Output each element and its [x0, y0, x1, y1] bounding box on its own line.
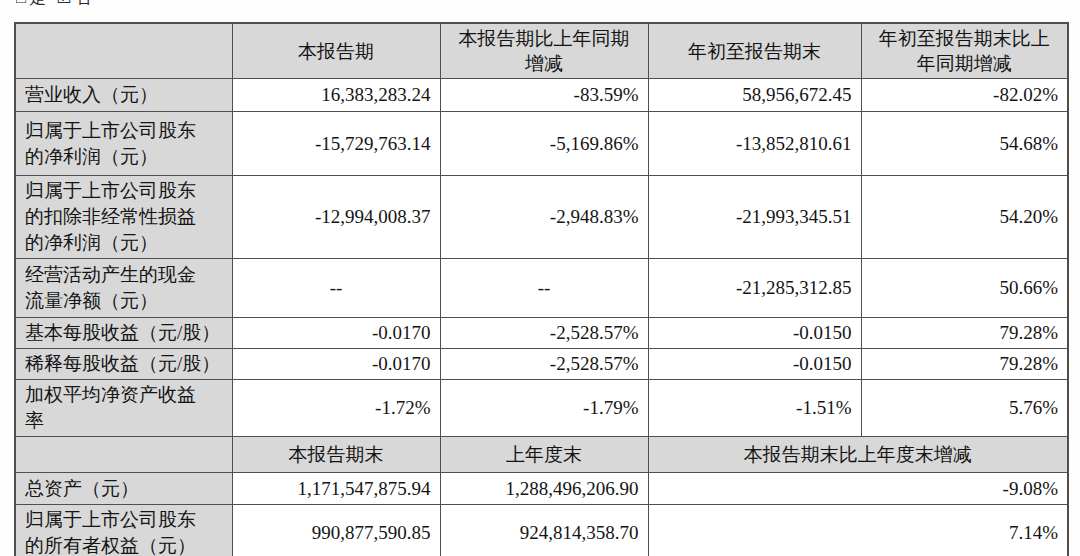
cell-ytd: -0.0150 — [648, 318, 861, 349]
row-label: 加权平均净资产收益 率 — [15, 380, 232, 437]
cell-ytd: -1.51% — [648, 380, 861, 437]
row-label: 营业收入（元） — [15, 79, 232, 112]
cell-current: -0.0170 — [232, 318, 440, 349]
cell-prev-year-end: 924,814,358.70 — [440, 505, 648, 556]
cell-current: -- — [232, 259, 440, 318]
cell-ytd: -21,993,345.51 — [648, 176, 861, 259]
table-row-net-profit-excl-nonrecurring: 归属于上市公司股东 的扣除非经常性损益 的净利润（元） -12,994,008.… — [15, 176, 1068, 259]
table-row-weighted-avg-roe: 加权平均净资产收益 率 -1.72% -1.79% -1.51% 5.76% — [15, 380, 1068, 437]
row-label: 总资产（元） — [15, 473, 232, 505]
cell-current: -15,729,763.14 — [232, 112, 440, 176]
cell-change: -9.08% — [648, 473, 1068, 505]
table-row-diluted-eps: 稀释每股收益（元/股） -0.0170 -2,528.57% -0.0150 7… — [15, 349, 1068, 380]
cell-ytd: -0.0150 — [648, 349, 861, 380]
cell-ytd-yoy: 50.66% — [861, 259, 1068, 318]
report-page: □是 ☑否 本报告期 本报告期比上年同期 增减 年初至报告期末 年初至报告期末比… — [0, 0, 1080, 556]
header-current-period: 本报告期 — [232, 23, 440, 79]
row-label: 稀释每股收益（元/股） — [15, 349, 232, 380]
row-label: 归属于上市公司股东 的净利润（元） — [15, 112, 232, 176]
financial-summary-table: 本报告期 本报告期比上年同期 增减 年初至报告期末 年初至报告期末比上 年同期增… — [14, 22, 1069, 556]
table-row-total-assets: 总资产（元） 1,171,547,875.94 1,288,496,206.90… — [15, 473, 1068, 505]
subheader-prev-year-end: 上年度末 — [440, 437, 648, 473]
cell-period-end: 990,877,590.85 — [232, 505, 440, 556]
table-row-owners-equity: 归属于上市公司股东 的所有者权益（元） 990,877,590.85 924,8… — [15, 505, 1068, 556]
cell-period-end: 1,171,547,875.94 — [232, 473, 440, 505]
row-label: 经营活动产生的现金 流量净额（元） — [15, 259, 232, 318]
row-label: 归属于上市公司股东 的所有者权益（元） — [15, 505, 232, 556]
subheader-corner-cell — [15, 437, 232, 473]
cell-ytd-yoy: 54.68% — [861, 112, 1068, 176]
table-header-row: 本报告期 本报告期比上年同期 增减 年初至报告期末 年初至报告期末比上 年同期增… — [15, 23, 1068, 79]
cell-yoy: -- — [440, 259, 648, 318]
row-label: 基本每股收益（元/股） — [15, 318, 232, 349]
table-row-basic-eps: 基本每股收益（元/股） -0.0170 -2,528.57% -0.0150 7… — [15, 318, 1068, 349]
subheader-change-vs-prev-year-end: 本报告期末比上年度末增减 — [648, 437, 1068, 473]
header-corner-cell — [15, 23, 232, 79]
cell-change: 7.14% — [648, 505, 1068, 556]
header-current-period-yoy: 本报告期比上年同期 增减 — [440, 23, 648, 79]
cell-yoy: -1.79% — [440, 380, 648, 437]
cell-current: -12,994,008.37 — [232, 176, 440, 259]
cell-ytd: 58,956,672.45 — [648, 79, 861, 112]
cell-prev-year-end: 1,288,496,206.90 — [440, 473, 648, 505]
cell-yoy: -5,169.86% — [440, 112, 648, 176]
cell-yoy: -83.59% — [440, 79, 648, 112]
clipped-checkbox-text-label: □是 ☑否 — [16, 0, 176, 6]
cell-ytd-yoy: 5.76% — [861, 380, 1068, 437]
row-label: 归属于上市公司股东 的扣除非经常性损益 的净利润（元） — [15, 176, 232, 259]
cell-ytd-yoy: 79.28% — [861, 349, 1068, 380]
cell-ytd-yoy: -82.02% — [861, 79, 1068, 112]
table-row-operating-cash-flow: 经营活动产生的现金 流量净额（元） -- -- -21,285,312.85 5… — [15, 259, 1068, 318]
table-subheader-row: 本报告期末 上年度末 本报告期末比上年度末增减 — [15, 437, 1068, 473]
header-ytd-yoy: 年初至报告期末比上 年同期增减 — [861, 23, 1068, 79]
subheader-period-end: 本报告期末 — [232, 437, 440, 473]
cell-yoy: -2,528.57% — [440, 349, 648, 380]
cell-yoy: -2,528.57% — [440, 318, 648, 349]
cell-current: 16,383,283.24 — [232, 79, 440, 112]
table-row-revenue: 营业收入（元） 16,383,283.24 -83.59% 58,956,672… — [15, 79, 1068, 112]
header-ytd: 年初至报告期末 — [648, 23, 861, 79]
cell-ytd-yoy: 79.28% — [861, 318, 1068, 349]
cell-current: -0.0170 — [232, 349, 440, 380]
table-row-net-profit: 归属于上市公司股东 的净利润（元） -15,729,763.14 -5,169.… — [15, 112, 1068, 176]
cell-ytd: -13,852,810.61 — [648, 112, 861, 176]
clipped-checkbox-text: □是 ☑否 — [16, 0, 176, 7]
cell-yoy: -2,948.83% — [440, 176, 648, 259]
cell-current: -1.72% — [232, 380, 440, 437]
cell-ytd-yoy: 54.20% — [861, 176, 1068, 259]
cell-ytd: -21,285,312.85 — [648, 259, 861, 318]
